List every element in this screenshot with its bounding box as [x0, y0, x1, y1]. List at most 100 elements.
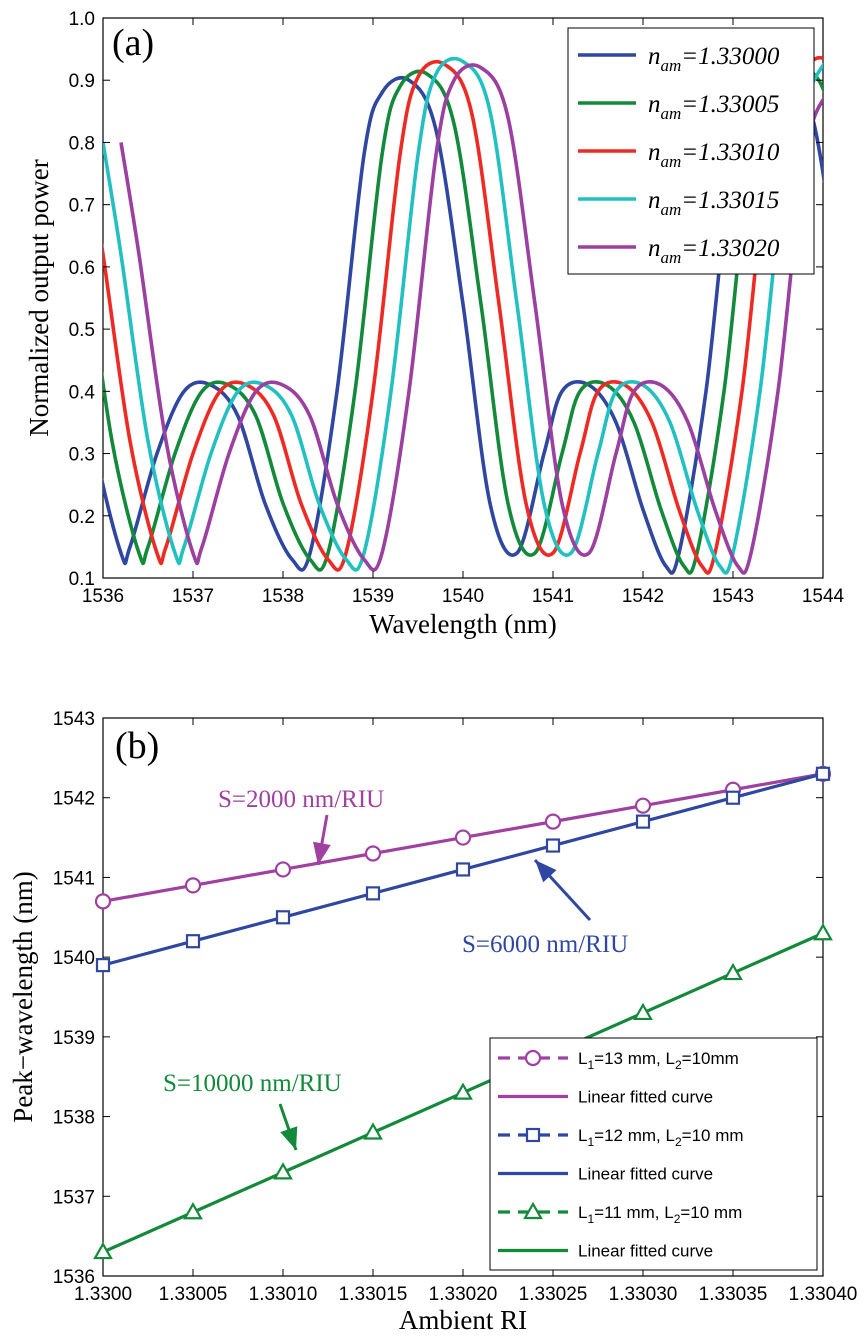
- annotation-label: S=6000 nm/RIU: [462, 931, 628, 958]
- series-line-4: [103, 56, 823, 575]
- y-axis-title-b: Peak−wavelength (nm): [8, 871, 38, 1122]
- legend-b: L1=13 mm, L2=10mm Linear fitted curve L1=1…: [489, 1037, 818, 1271]
- x-tick-label-b: 1.33010: [249, 1284, 318, 1305]
- x-tick-label-a: 1537: [172, 586, 214, 607]
- data-point-circle: [544, 813, 562, 830]
- annotation-label: S=2000 nm/RIU: [218, 786, 384, 813]
- data-point-circle: [274, 861, 292, 878]
- series-group-b: [93, 765, 833, 1260]
- y-tick-label-a: 0.8: [69, 133, 95, 154]
- x-tick-label-b: 1.33015: [339, 1284, 408, 1305]
- data-point-triangle: [273, 1162, 293, 1180]
- y-tick-label-b: 1540: [53, 948, 95, 969]
- data-point-circle: [184, 877, 202, 894]
- legend-entry-a: nam=1.33005: [648, 91, 779, 123]
- data-point-triangle: [183, 1202, 203, 1220]
- data-point-triangle: [723, 962, 743, 981]
- data-point-square: [95, 958, 111, 973]
- x-tick-label-b: 1.33040: [789, 1284, 858, 1305]
- legend-marker-triangle: [523, 1201, 543, 1220]
- x-tick-label-b: 1.33005: [159, 1284, 228, 1305]
- y-axis-title-a: Normalized output power: [24, 159, 54, 436]
- legend-entry-a: nam=1.33010: [648, 139, 780, 171]
- x-tick-label-b: 1.3300: [74, 1284, 132, 1305]
- y-tick-label-a: 0.9: [69, 71, 95, 92]
- data-point-square: [185, 934, 201, 949]
- x-tick-label-a: 1543: [712, 586, 754, 607]
- y-tick-label-b: 1536: [53, 1267, 95, 1288]
- series-line-2: [103, 65, 823, 575]
- legend-a: nam=1.33000 nam=1.33005 nam=1.33010 nam=1.3…: [567, 27, 815, 275]
- data-point-triangle: [93, 1241, 113, 1260]
- legend-entry-b: Linear fitted curve: [578, 1165, 713, 1184]
- y-tick-label-a: 0.4: [69, 382, 96, 403]
- series-line-1: [103, 71, 823, 575]
- x-tick-label-a: 1536: [82, 586, 124, 607]
- y-tick-label-a: 0.2: [69, 507, 95, 528]
- x-tick-label-a: 1541: [532, 586, 574, 607]
- data-point-triangle: [453, 1082, 473, 1100]
- y-tick-label-b: 1543: [53, 709, 95, 730]
- x-axis-title-a: Wavelength (nm): [369, 609, 557, 639]
- annotations-b: S=2000 nm/RIU S=6000 nm/RIU S=10000 nm/RIU: [163, 786, 628, 1151]
- legend-entry-b: L1=12 mm, L2=10 mm: [578, 1126, 744, 1149]
- y-tick-label-b: 1537: [53, 1187, 95, 1208]
- data-point-circle: [94, 893, 112, 910]
- legend-entry-a: nam=1.33000: [648, 43, 780, 75]
- y-tick-label-b: 1538: [53, 1108, 95, 1129]
- annotation-arrow-head: [280, 1126, 298, 1150]
- y-tick-label-a: 0.7: [69, 196, 95, 217]
- data-point-square: [545, 838, 561, 853]
- chart-panel-b: 1.3300 1.33005 1.33010 1.33015 1.33020 1.3302…: [8, 709, 857, 1335]
- chart-panel-a: 1536 1537 1538 1539 1540 1541 1542 1543 1544 0.1 0…: [24, 9, 845, 639]
- panel-label-b: (b): [115, 725, 159, 767]
- x-tick-label-a: 1544: [802, 586, 845, 607]
- data-point-triangle: [363, 1122, 383, 1140]
- x-tick-label-b: 1.33035: [699, 1284, 768, 1305]
- y-tick-label-a: 0.3: [69, 445, 95, 466]
- x-tick-label-a: 1539: [352, 586, 394, 607]
- series-line-3: [103, 55, 823, 575]
- legend-entry-b: L1=11 mm, L2=10 mm: [578, 1203, 742, 1226]
- data-point-circle: [364, 845, 382, 862]
- y-tick-label-a: 1.0: [69, 9, 95, 30]
- x-tick-label-b: 1.33020: [429, 1284, 498, 1305]
- y-tick-label-b: 1539: [53, 1028, 95, 1049]
- x-tick-label-a: 1538: [262, 586, 304, 607]
- legend-marker-square: [525, 1127, 541, 1143]
- series-group-a: [103, 55, 823, 575]
- legend-entry-b: Linear fitted curve: [578, 1242, 713, 1261]
- series-line-5: [119, 63, 823, 575]
- legend-entry-a: nam=1.33020: [648, 235, 780, 267]
- y-tick-label-b: 1542: [53, 789, 95, 810]
- axis-ticks-b: 1.3300 1.33005 1.33010 1.33015 1.33020 1.3302…: [53, 709, 858, 1305]
- data-point-square: [455, 862, 471, 877]
- legend-box-b: [489, 1037, 818, 1271]
- data-point-square: [365, 886, 381, 901]
- y-tick-label-b: 1541: [53, 868, 95, 889]
- data-point-triangle: [633, 1002, 653, 1021]
- x-tick-label-a: 1542: [622, 586, 664, 607]
- data-point-square: [725, 790, 741, 805]
- data-point-triangle: [813, 923, 833, 941]
- annotation-arrow-head: [535, 860, 557, 883]
- data-point-square: [635, 814, 651, 829]
- data-point-circle: [634, 797, 652, 814]
- x-tick-label-a: 1540: [442, 586, 484, 607]
- legend-entry-a: nam=1.33015: [648, 187, 779, 219]
- legend-entry-b: L1=13 mm, L2=10mm: [578, 1049, 739, 1072]
- axis-ticks-a: 1536 1537 1538 1539 1540 1541 1542 1543 1544 0.1 0…: [69, 9, 845, 607]
- y-tick-label-a: 0.5: [69, 320, 95, 341]
- data-point-circle: [454, 829, 472, 846]
- x-tick-label-b: 1.33030: [609, 1284, 678, 1305]
- y-tick-label-a: 0.1: [69, 569, 95, 590]
- x-tick-label-b: 1.33025: [519, 1284, 588, 1305]
- annotation-label: S=10000 nm/RIU: [163, 1070, 342, 1097]
- legend-entry-b: Linear fitted curve: [578, 1088, 713, 1107]
- x-axis-title-b: Ambient RI: [399, 1305, 527, 1335]
- legend-marker-circle: [524, 1049, 542, 1067]
- data-point-square: [275, 910, 291, 925]
- y-tick-label-a: 0.6: [69, 258, 95, 279]
- data-point-square: [815, 766, 831, 781]
